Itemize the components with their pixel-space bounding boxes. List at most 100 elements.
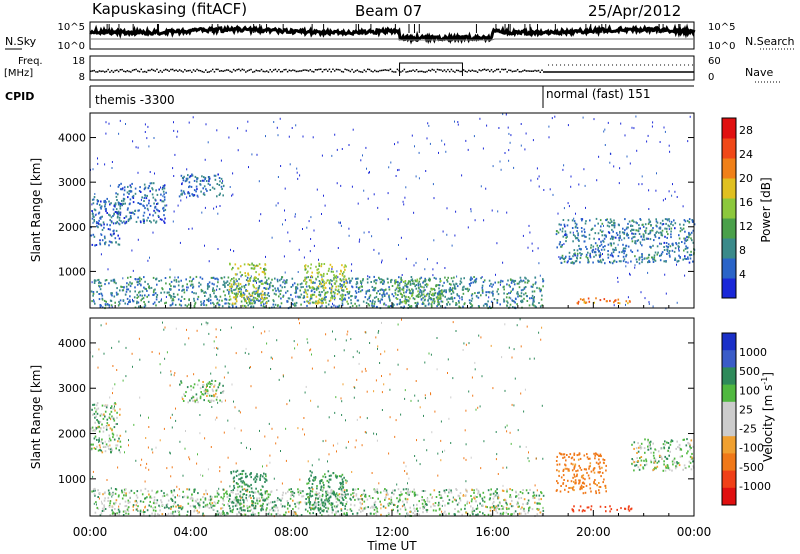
power-cell (446, 279, 448, 281)
power-cell (397, 290, 400, 293)
velocity-cell (155, 502, 158, 505)
velocity-cell (352, 488, 354, 491)
power-cell (420, 276, 423, 279)
velocity-cell (437, 504, 440, 507)
power-cell (627, 222, 629, 225)
power-scatter-cell (271, 236, 273, 239)
velocity-scatter-cell (145, 466, 147, 469)
velocity-scatter-cell (455, 330, 457, 332)
power-cell (589, 219, 591, 222)
velocity-cell (372, 497, 374, 499)
power-cell (669, 255, 671, 258)
power-cell (228, 292, 230, 295)
power-cell (143, 222, 145, 224)
power-cell (411, 282, 414, 285)
power-cell (650, 224, 652, 227)
power-cell (266, 297, 268, 300)
power-cell (124, 293, 127, 296)
power-cell (564, 257, 567, 259)
power-cell (409, 289, 411, 292)
velocity-cell (248, 505, 251, 508)
power-cell (304, 288, 306, 291)
power-scatter-cell (413, 264, 415, 267)
velocity-scatter-cell (114, 383, 116, 386)
velocity-cell (331, 503, 334, 506)
power-scatter-cell (415, 175, 417, 178)
power-cell (581, 298, 584, 301)
velocity-cell (408, 493, 410, 496)
velocity-cell (205, 492, 208, 495)
power-scatter-cell (678, 247, 680, 250)
power-cell (264, 294, 267, 297)
power-cell (600, 261, 603, 264)
power-cell (92, 292, 95, 295)
velocity-scatter-cell (346, 333, 348, 336)
power-cell (354, 302, 356, 305)
power-cell (611, 254, 614, 257)
power-cell (499, 281, 502, 284)
power-cell (92, 202, 95, 205)
power-cell (253, 290, 255, 293)
power-cell (611, 236, 614, 239)
freq-point (497, 68, 500, 71)
power-cell (93, 300, 95, 303)
power-cell (208, 177, 211, 180)
power-cell (577, 300, 580, 303)
power-cell (647, 237, 649, 240)
power-cell (220, 185, 223, 188)
velocity-scatter-cell (408, 477, 410, 480)
velocity-scatter-cell (286, 403, 288, 406)
freq-point (164, 68, 167, 71)
power-cell (399, 286, 401, 289)
power-cell (126, 208, 129, 211)
power-cell (108, 213, 110, 216)
power-cell (664, 218, 667, 221)
power-cell (536, 286, 538, 289)
power-cell (653, 256, 656, 259)
velocity-scatter-cell (305, 385, 307, 388)
power-cell (611, 224, 613, 227)
velocity-cell (250, 508, 253, 511)
power-cell (127, 185, 129, 188)
power-cell (157, 209, 159, 212)
velocity-scatter-cell (430, 353, 432, 356)
power-cell (188, 176, 191, 179)
power-cell (294, 302, 296, 305)
power-cell (368, 276, 371, 279)
power-cell (143, 305, 146, 308)
power-cell (520, 279, 522, 282)
power-scatter-cell (277, 202, 279, 205)
velocity-cell (273, 505, 275, 508)
velocity-cell (216, 492, 219, 495)
power-cell (97, 226, 99, 229)
velocity-cell (311, 494, 314, 497)
power-scatter-cell (237, 149, 239, 152)
power-cell (277, 287, 279, 290)
power-scatter-cell (296, 171, 298, 174)
velocity-scatter-cell (527, 457, 529, 460)
power-cell (359, 290, 362, 293)
velocity-scatter-cell (327, 359, 329, 362)
power-cell (237, 282, 240, 285)
velocity-scatter-cell (223, 376, 225, 379)
power-cell (473, 276, 475, 278)
power-scatter-cell (619, 232, 621, 235)
power-cell (437, 296, 440, 299)
velocity-scatter-cell (255, 406, 257, 409)
velocity-scatter-cell (436, 337, 438, 339)
power-cell (343, 271, 345, 274)
power-cell (290, 293, 292, 296)
velocity-cell (115, 499, 118, 502)
power-cell (618, 239, 621, 242)
power-scatter-cell (284, 209, 285, 212)
power-cell (667, 243, 670, 246)
power-scatter-cell (444, 267, 446, 269)
power-cell (111, 292, 113, 295)
power-scatter-cell (217, 212, 219, 215)
power-cell (238, 287, 240, 290)
power-cell (342, 284, 345, 287)
power-cell (491, 285, 493, 288)
power-cell (613, 222, 616, 225)
freq-point (363, 69, 366, 71)
velocity-cell (534, 501, 536, 504)
